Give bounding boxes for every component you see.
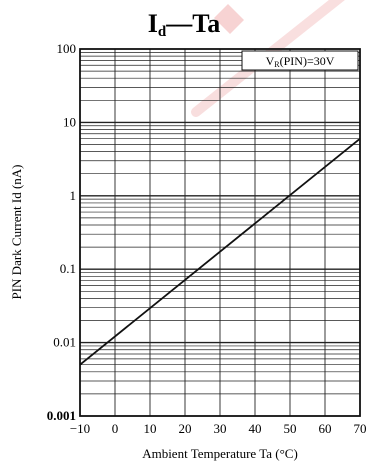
x-tick-label: 60 xyxy=(319,421,332,436)
y-tick-label: 100 xyxy=(57,41,77,56)
x-tick-label: 10 xyxy=(144,421,157,436)
x-tick-label: 30 xyxy=(214,421,227,436)
x-tick-label: −10 xyxy=(70,421,90,436)
x-tick-label: 40 xyxy=(249,421,262,436)
watermark xyxy=(191,0,345,117)
plot-frame xyxy=(79,48,361,417)
x-tick-labels: −10 0 10 20 30 40 50 60 70 xyxy=(70,421,367,436)
x-axis-label: Ambient Temperature Ta (°C) xyxy=(142,446,298,461)
y-tick-label: 10 xyxy=(63,114,76,129)
y-tick-label: 0.01 xyxy=(53,335,76,350)
grid xyxy=(80,49,360,416)
x-tick-label: 20 xyxy=(179,421,192,436)
x-tick-label: 0 xyxy=(112,421,119,436)
series-group xyxy=(79,137,361,366)
y-tick-label: 1 xyxy=(70,188,77,203)
annotation-box: VR(PIN)=30V xyxy=(241,50,359,71)
x-tick-label: 70 xyxy=(354,421,367,436)
x-tick-label: 50 xyxy=(284,421,297,436)
y-tick-label: 0.001 xyxy=(47,408,76,423)
series-line xyxy=(79,137,361,366)
annotation-text: VR(PIN)=30V xyxy=(266,54,335,69)
y-tick-labels: 0.001 0.01 0.1 1 10 100 xyxy=(47,41,76,423)
chart-title: Id—Ta xyxy=(148,9,220,40)
y-axis-label: PIN Dark Current Id (nA) xyxy=(9,164,24,299)
y-tick-label: 0.1 xyxy=(60,261,76,276)
